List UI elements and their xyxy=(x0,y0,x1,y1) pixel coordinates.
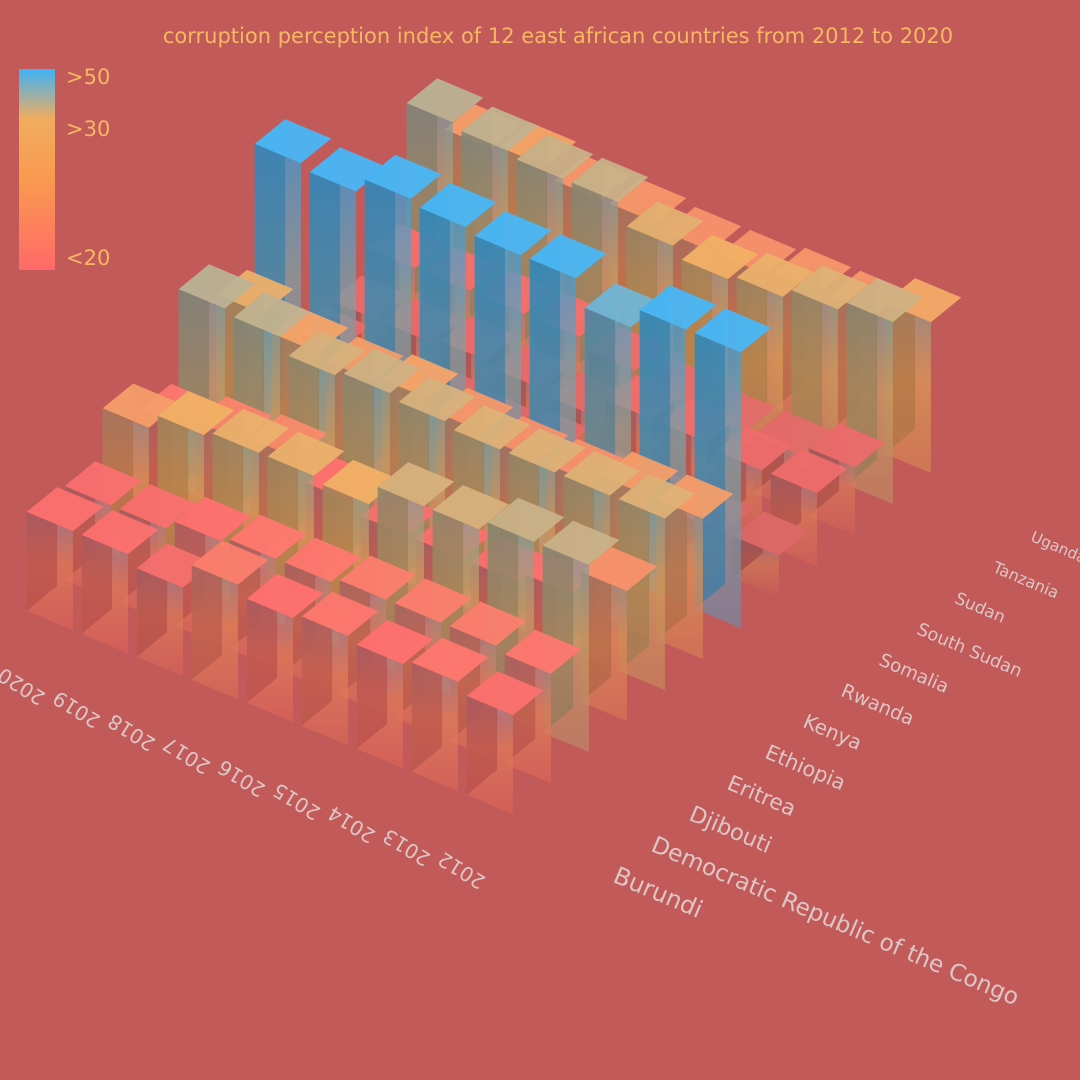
y-tick-label: Eritrea xyxy=(723,771,799,822)
bar-top-face xyxy=(119,484,197,529)
bar-top-face xyxy=(542,520,620,565)
y-tick-label: Ethiopia xyxy=(762,740,849,795)
bar-top-face xyxy=(639,285,717,330)
bar-top-face xyxy=(474,211,552,256)
bar-top-face xyxy=(732,511,810,556)
bar-burundi-2020 xyxy=(26,487,104,631)
bar-burundi-2012 xyxy=(466,671,544,815)
bar-burundi-2016 xyxy=(246,573,324,723)
bar-top-face xyxy=(64,461,142,506)
legend-label-high: >50 xyxy=(66,65,111,89)
bar-rwanda-2012 xyxy=(694,308,772,629)
bar-ethiopia-2012 xyxy=(618,474,696,691)
bar-top-face xyxy=(580,546,658,592)
bar-top-face xyxy=(81,510,159,555)
bar-top-face xyxy=(157,390,235,436)
y-tick-label: Democratic Republic of the Congo xyxy=(647,831,1023,1011)
bar-burundi-2017 xyxy=(191,540,269,700)
y-tick-label: Rwanda xyxy=(838,679,918,730)
x-tick-label: 2018 xyxy=(103,709,159,756)
x-tick-label: 2013 xyxy=(378,824,434,871)
bar-top-face xyxy=(394,578,472,623)
bar-top-face xyxy=(461,106,539,151)
bar-kenya-2012 xyxy=(656,474,734,660)
bar-top-face xyxy=(419,182,497,228)
bar-tanzania-2013 xyxy=(791,265,869,482)
bar-top-face xyxy=(398,377,476,422)
bar-top-face xyxy=(529,234,607,279)
legend-gradient-bar xyxy=(19,69,55,270)
bar-side-face xyxy=(736,252,768,439)
bar-top-face xyxy=(377,462,455,507)
bar-side-face xyxy=(791,265,823,462)
bar-top-face xyxy=(246,573,324,619)
bar-top-face xyxy=(233,292,311,337)
bar-top-face xyxy=(808,423,886,468)
bar-top-face xyxy=(736,252,814,297)
bar-top-face xyxy=(267,431,345,476)
bar-top-face xyxy=(191,540,269,585)
legend-label-mid: >30 xyxy=(66,117,111,141)
bar-top-face xyxy=(694,308,772,353)
bars-layer xyxy=(26,78,962,815)
bar-top-face xyxy=(791,265,869,310)
bar-top-face xyxy=(466,671,544,716)
bar-top-face xyxy=(618,474,696,519)
bar-top-face xyxy=(432,485,510,530)
y-tick-label: Sudan xyxy=(952,588,1008,627)
bar-top-face xyxy=(229,514,307,559)
bar-top-face xyxy=(288,331,366,376)
color-legend: >50 >30 <20 xyxy=(19,65,110,270)
bar-top-face xyxy=(411,637,489,682)
bar-top-face xyxy=(508,428,586,473)
bar-top-face xyxy=(846,277,924,323)
bar-top-face xyxy=(254,119,332,164)
bar-top-face xyxy=(406,78,484,123)
x-tick-label: 2012 xyxy=(433,847,489,894)
bar-top-face xyxy=(753,410,831,455)
bar-top-face xyxy=(487,497,565,542)
x-tick-label: 2019 xyxy=(48,686,104,733)
bar-top-face xyxy=(301,591,379,636)
y-tick-label: Somalia xyxy=(876,650,952,698)
legend-label-low: <20 xyxy=(66,246,111,270)
x-tick-label: 2015 xyxy=(268,778,324,825)
bar-top-face xyxy=(770,449,848,494)
bar-top-face xyxy=(504,629,582,674)
y-tick-label: Tanzania xyxy=(989,557,1061,602)
bar-top-face xyxy=(364,154,442,199)
chart-title: corruption perception index of 12 east a… xyxy=(162,24,954,48)
bar-top-face xyxy=(178,264,256,309)
bar-top-face xyxy=(284,537,362,582)
x-tick-label: 2014 xyxy=(323,801,379,848)
x-tick-label: 2017 xyxy=(158,732,214,779)
bar-top-face xyxy=(212,408,290,453)
bar-side-face xyxy=(191,540,223,680)
bar-top-face xyxy=(516,134,594,179)
bar-top-face xyxy=(563,451,641,496)
y-tick-label: Kenya xyxy=(800,709,866,755)
y-tick-label: Uganda xyxy=(1028,528,1080,567)
bar-top-face xyxy=(356,619,434,665)
bar-top-face xyxy=(174,496,252,542)
bar-top-face xyxy=(626,201,704,246)
bar-top-face xyxy=(681,234,759,280)
bar-burundi-2019 xyxy=(81,510,159,654)
bar-top-face xyxy=(339,555,417,600)
bar-burundi-2013 xyxy=(411,637,489,792)
bar-top-face xyxy=(343,348,421,394)
x-tick-label: 2020 xyxy=(0,663,49,710)
bar-burundi-2014 xyxy=(356,619,434,769)
bar-top-face xyxy=(26,487,104,532)
x-tick-label: 2016 xyxy=(213,755,269,802)
bar-top-face xyxy=(571,157,649,202)
bar-burundi-2015 xyxy=(301,591,379,746)
bar-top-face xyxy=(453,405,531,450)
bar-top-face xyxy=(449,601,527,646)
